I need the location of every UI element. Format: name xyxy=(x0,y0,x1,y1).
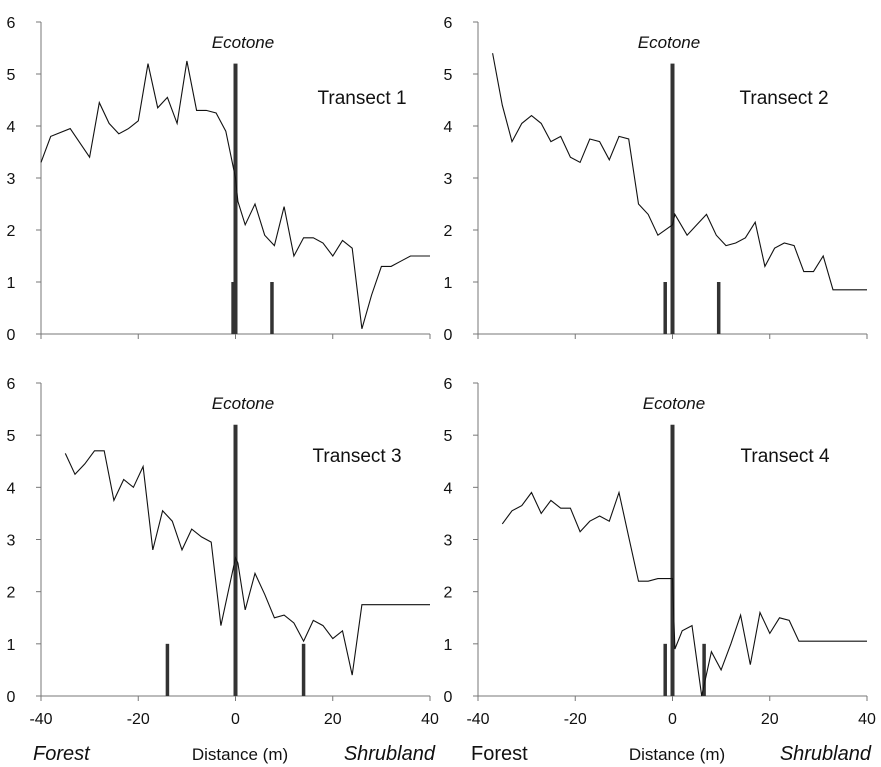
x-tick-label: 20 xyxy=(324,711,342,728)
forest-label-right: Forest xyxy=(471,743,528,765)
transect-label: Transect 1 xyxy=(317,88,406,109)
series-line xyxy=(64,450,430,676)
series-line xyxy=(501,490,867,697)
y-tick-label: 1 xyxy=(7,637,16,654)
y-tick-label: 3 xyxy=(444,171,453,188)
transect-label: Transect 4 xyxy=(740,446,829,467)
series-line xyxy=(492,53,867,291)
y-tick-label: 1 xyxy=(444,275,453,292)
y-tick-label: 0 xyxy=(444,689,453,706)
y-tick-label: 1 xyxy=(7,275,16,292)
y-tick-label: 5 xyxy=(7,67,16,84)
ecotone-label: Ecotone xyxy=(643,394,705,413)
x-tick-label: 0 xyxy=(231,711,240,728)
y-tick-label: 4 xyxy=(7,480,16,497)
panel-transect-3: 0 1 2 3 4 5 6 -40 -20 0 20 40 Ecotone Transect 3 xyxy=(7,376,439,728)
bar-mark xyxy=(233,63,238,334)
y-tick-label: 6 xyxy=(7,376,16,393)
panel-transect-2: 0 1 2 3 4 5 6 Ecotone Transect 2 xyxy=(444,15,868,344)
bar-mark xyxy=(231,282,235,334)
y-tick-label: 2 xyxy=(444,585,453,602)
y-tick-label: 6 xyxy=(7,15,16,32)
bar-mark xyxy=(716,282,721,334)
y-tick-label: 4 xyxy=(444,119,453,136)
bar-mark xyxy=(663,643,667,696)
x-tick-label: -20 xyxy=(127,711,150,728)
y-tick-label: 5 xyxy=(444,428,453,445)
y-tick-label: 3 xyxy=(7,533,16,550)
bar-mark xyxy=(663,282,667,334)
y-tick-label: 2 xyxy=(7,585,16,602)
ecotone-label: Ecotone xyxy=(212,394,274,413)
x-tick-label: -40 xyxy=(29,711,52,728)
bar-mark xyxy=(670,63,675,334)
x-axis-label-left: Distance (m) xyxy=(192,745,288,764)
y-tick-label: 0 xyxy=(444,327,453,344)
ecotone-label: Ecotone xyxy=(638,33,700,52)
x-tick-label: -20 xyxy=(564,711,587,728)
x-tick-label: -40 xyxy=(466,711,489,728)
transect-label: Transect 3 xyxy=(312,446,401,467)
transect-label: Transect 2 xyxy=(739,88,828,109)
x-axis-label-right: Distance (m) xyxy=(629,745,725,764)
y-tick-label: 2 xyxy=(444,223,453,240)
ecotone-label: Ecotone xyxy=(212,33,274,52)
panel-transect-4: 0 1 2 3 4 5 6 -40 -20 0 20 40 Ecotone Transect 4 xyxy=(444,376,876,728)
bar-mark xyxy=(702,643,706,696)
shrubland-label-left: Shrubland xyxy=(344,743,436,765)
y-tick-label: 0 xyxy=(7,327,16,344)
y-tick-label: 5 xyxy=(7,428,16,445)
panel-transect-1: 0 1 2 3 4 5 6 Ecotone Transect 1 xyxy=(7,15,431,344)
forest-label-left: Forest xyxy=(33,743,91,765)
x-tick-label: 0 xyxy=(668,711,677,728)
y-tick-label: 6 xyxy=(444,376,453,393)
x-tick-label: 40 xyxy=(421,711,439,728)
y-tick-label: 6 xyxy=(444,15,453,32)
x-tick-label: 40 xyxy=(858,711,876,728)
y-tick-label: 5 xyxy=(444,67,453,84)
series-line xyxy=(40,60,430,329)
shrubland-label-right: Shrubland xyxy=(780,743,872,765)
bar-mark xyxy=(301,643,306,696)
y-tick-label: 3 xyxy=(444,533,453,550)
y-tick-label: 0 xyxy=(7,689,16,706)
y-tick-label: 4 xyxy=(444,480,453,497)
bar-mark xyxy=(270,282,274,334)
x-tick-label: 20 xyxy=(761,711,779,728)
y-tick-label: 2 xyxy=(7,223,16,240)
bar-mark xyxy=(670,424,675,696)
y-tick-label: 4 xyxy=(7,119,16,136)
y-tick-label: 3 xyxy=(7,171,16,188)
y-tick-label: 1 xyxy=(444,637,453,654)
bar-mark xyxy=(165,643,170,696)
